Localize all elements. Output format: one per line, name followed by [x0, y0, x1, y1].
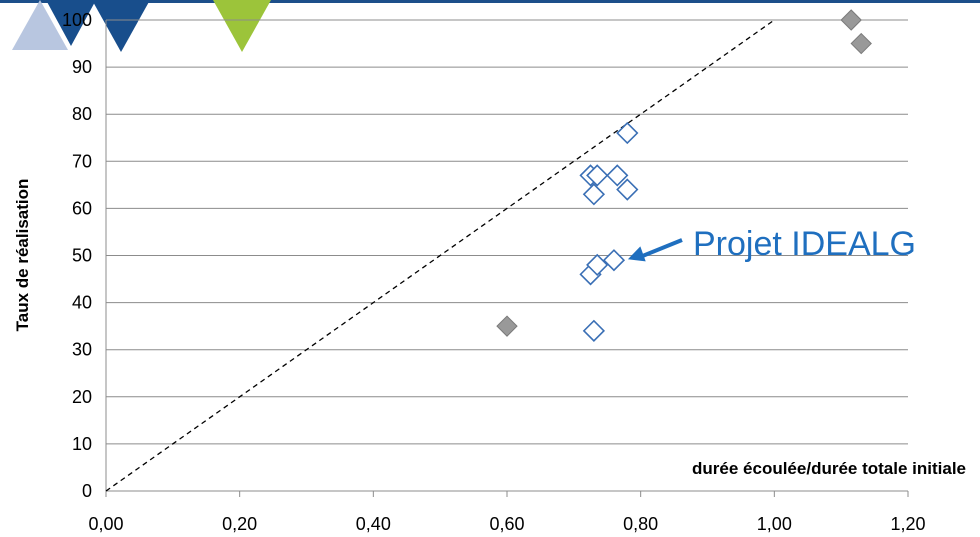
open-diamond-point: [582, 319, 606, 342]
x-tick-label: 0,00: [88, 514, 123, 534]
y-tick-label: 20: [72, 387, 92, 407]
y-tick-label: 50: [72, 246, 92, 266]
annotation-label: Projet IDEALG: [693, 225, 916, 263]
annotation-arrow-line: [641, 238, 683, 259]
annotation-idealg: Projet IDEALG: [627, 225, 916, 263]
navy-triangle-2: [92, 0, 150, 52]
x-tick-label: 0,40: [356, 514, 391, 534]
header-top-bar: [0, 0, 980, 3]
open-diamond-point: [586, 164, 609, 187]
y-tick-label: 40: [72, 293, 92, 313]
reference-diagonal-line: [105, 19, 775, 492]
x-tick-label: 0,60: [489, 514, 524, 534]
y-tick-label: 10: [72, 434, 92, 454]
x-axis-title: durée écoulée/durée totale initiale: [692, 459, 966, 478]
y-tick-label: 80: [72, 104, 92, 124]
x-tick-labels: 0,00 0,20 0,40 0,60 0,80 1,00 1,20: [88, 514, 925, 534]
open-diamond-point: [606, 164, 629, 187]
x-tick-label: 1,20: [890, 514, 925, 534]
data-points: [496, 9, 872, 342]
filled-diamond-point: [850, 32, 872, 55]
open-diamond-point: [616, 121, 639, 145]
y-tick-labels: 0 10 20 30 40 50 60 70 80 90 100: [62, 10, 92, 501]
header-decoration: [12, 0, 271, 52]
x-tick-label: 0,20: [222, 514, 257, 534]
y-tick-label: 70: [72, 151, 92, 171]
light-blue-triangle: [12, 0, 68, 50]
navy-triangle: [46, 0, 96, 46]
y-tick-label: 100: [62, 10, 92, 30]
axes: [105, 20, 909, 497]
open-diamond-point: [602, 249, 626, 272]
filled-diamond-point: [496, 315, 518, 337]
y-tick-label: 0: [82, 481, 92, 501]
open-diamond-point: [616, 178, 639, 201]
annotation-arrow-head: [627, 246, 646, 262]
y-tick-label: 30: [72, 340, 92, 360]
green-triangle: [213, 0, 271, 52]
y-tick-label: 60: [72, 198, 92, 218]
y-axis-title: Taux de réalisation: [13, 179, 32, 332]
x-tick-label: 0,80: [623, 514, 658, 534]
x-tick-label: 1,00: [757, 514, 792, 534]
y-tick-label: 90: [72, 57, 92, 77]
open-diamond-point: [586, 253, 609, 277]
open-diamond-point: [582, 183, 606, 206]
filled-diamond-point: [840, 9, 862, 31]
